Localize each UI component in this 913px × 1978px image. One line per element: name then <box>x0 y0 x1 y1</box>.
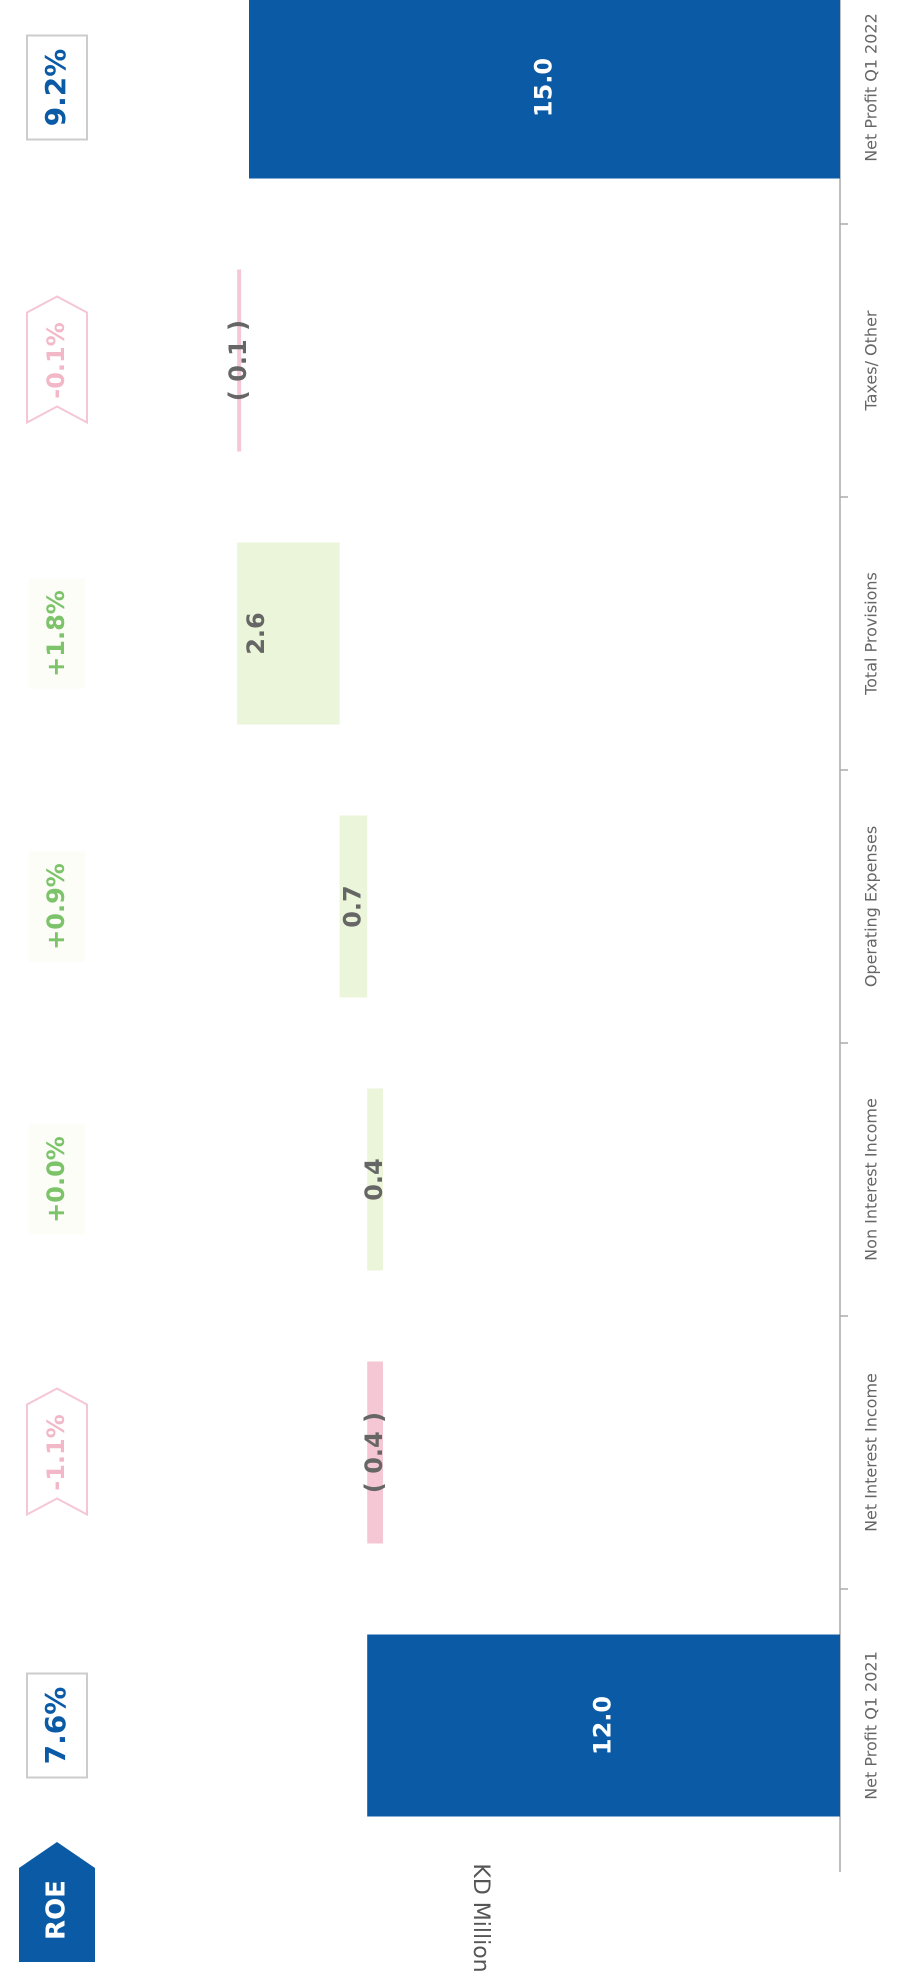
roe-badge <box>19 1842 95 1962</box>
roe-value: +0.9% <box>42 863 70 950</box>
roe-box <box>29 578 85 689</box>
roe-value: -0.1% <box>42 322 70 399</box>
roe-box <box>26 34 88 141</box>
y-axis-label: KD Million <box>468 1863 493 1972</box>
bar <box>367 1634 840 1817</box>
roe-box <box>26 295 88 425</box>
data-label: 15.0 <box>530 58 558 117</box>
roe-box <box>26 1387 88 1517</box>
roe-value: 7.6% <box>39 1687 72 1765</box>
x-tick-label: Net Interest Income <box>862 1373 881 1532</box>
roe-box <box>29 1124 85 1235</box>
data-label: 12.0 <box>589 1696 617 1755</box>
roe-box <box>29 851 85 962</box>
x-tick-label: Total Provisions <box>862 572 881 696</box>
roe-value: 9.2% <box>39 49 72 127</box>
bar <box>249 0 840 179</box>
x-tick-label: Non Interest Income <box>862 1098 881 1261</box>
bar <box>339 815 368 998</box>
data-label: 0.4 <box>360 1158 388 1201</box>
x-tick-label: Taxes/ Other <box>862 310 881 411</box>
roe-value: +1.8% <box>42 590 70 677</box>
x-tick-label: Operating Expenses <box>862 826 881 987</box>
data-label: ( 0.1 ) <box>224 320 252 401</box>
x-tick-label: Net Profit Q1 2021 <box>862 1651 881 1800</box>
roe-box <box>26 1672 88 1779</box>
data-label: ( 0.4 ) <box>360 1412 388 1493</box>
bar <box>237 269 242 452</box>
roe-value: -1.1% <box>42 1414 70 1491</box>
data-label: 2.6 <box>242 612 270 655</box>
bar <box>237 542 340 725</box>
bar <box>367 1088 383 1271</box>
x-tick-label: Net Profit Q1 2022 <box>862 13 881 162</box>
chart-body: KD Million 12.0 Net Profit Q1 2021 7.6% ( 0… <box>19 0 881 1973</box>
roe-badge-label: ROE <box>42 1880 72 1940</box>
bar <box>367 1361 383 1544</box>
roe-value: +0.0% <box>42 1136 70 1223</box>
data-label: 0.7 <box>338 885 366 928</box>
